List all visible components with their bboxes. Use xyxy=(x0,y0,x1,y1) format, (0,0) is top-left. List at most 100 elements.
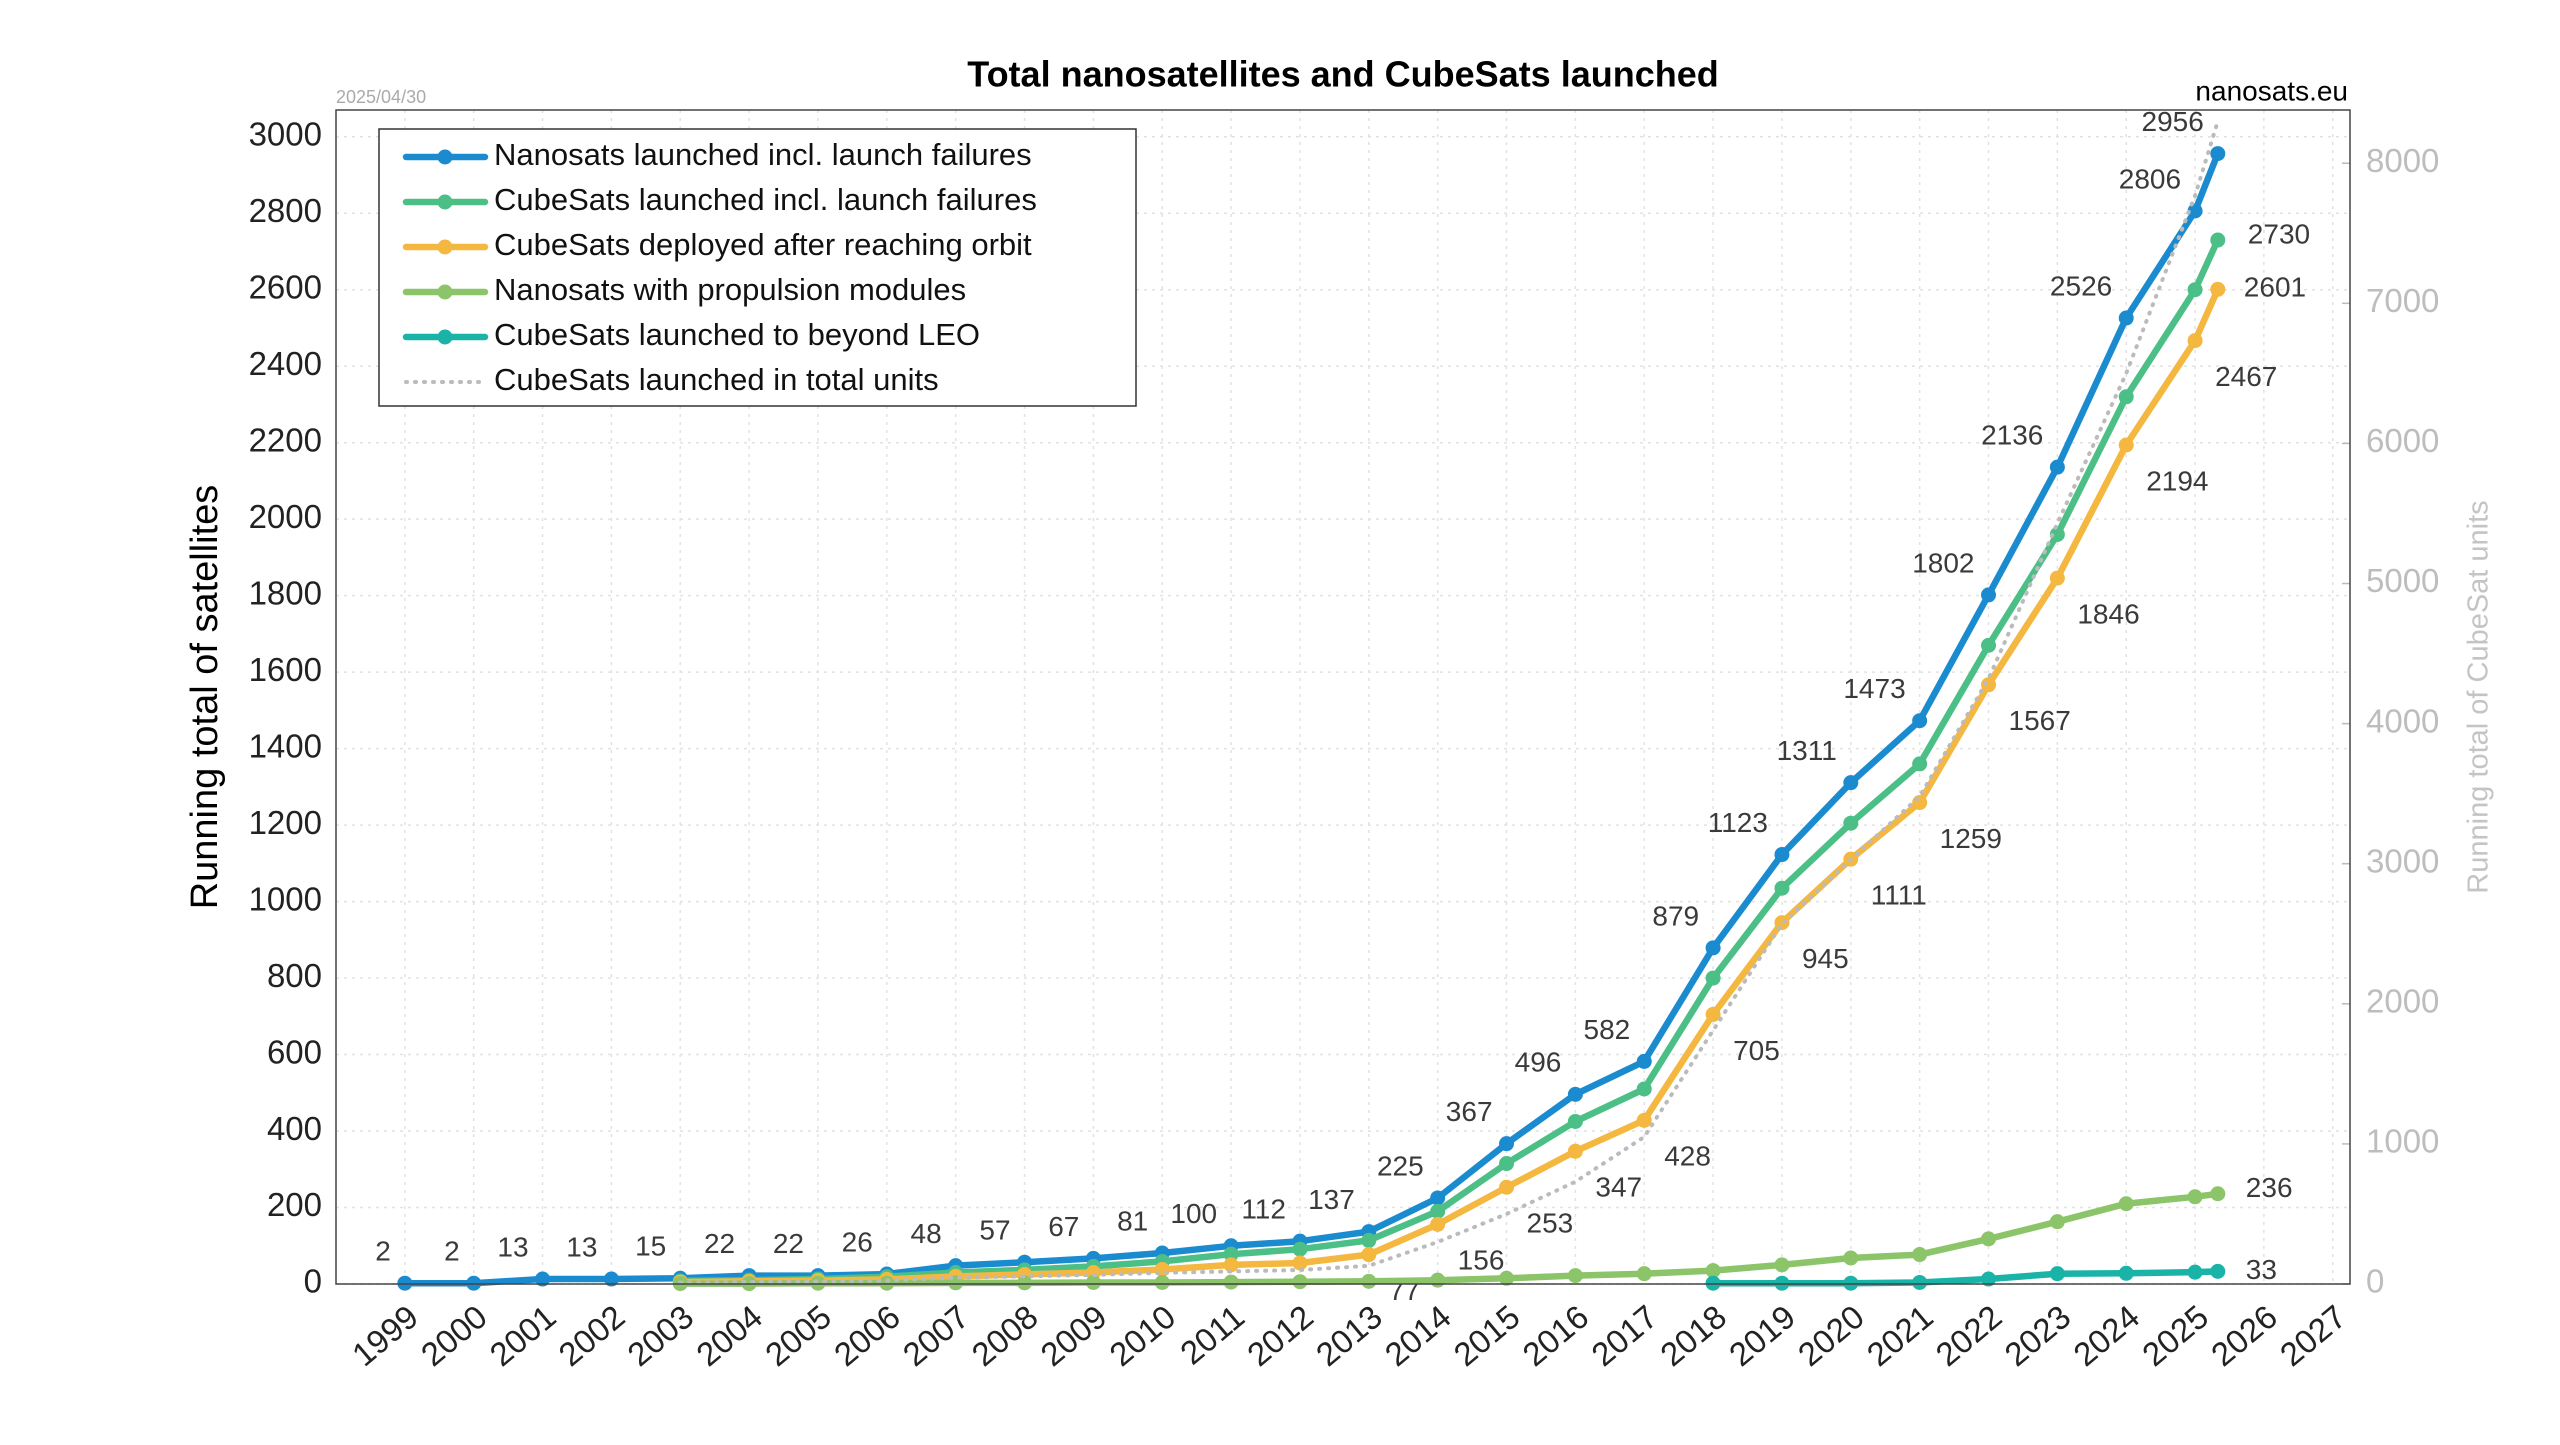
data-label: 156 xyxy=(1458,1245,1505,1276)
date-note: 2025/04/30 xyxy=(336,87,426,107)
data-point xyxy=(1430,1272,1446,1288)
x-tick-label: 2006 xyxy=(827,1298,907,1374)
data-point xyxy=(1843,775,1859,791)
series-line xyxy=(677,1190,2222,1287)
x-tick-label: 2022 xyxy=(1929,1298,2009,1374)
y-tick-label: 1200 xyxy=(249,804,322,841)
y2-tick-label: 7000 xyxy=(2366,282,2439,319)
x-tick-label: 2014 xyxy=(1378,1298,1458,1374)
y-tick-label: 1800 xyxy=(249,574,322,611)
data-point xyxy=(1361,1232,1377,1248)
legend-marker xyxy=(437,149,453,165)
data-point xyxy=(1705,1006,1721,1022)
data-point xyxy=(1981,587,1997,603)
axes-frame xyxy=(335,109,2351,1285)
x-tick-label: 2002 xyxy=(551,1298,631,1374)
x-tick-label: 1999 xyxy=(345,1298,425,1374)
data-point xyxy=(1912,1247,1928,1263)
source-label: nanosats.eu xyxy=(2195,75,2348,106)
data-point xyxy=(1912,756,1928,772)
data-point xyxy=(810,1275,826,1291)
data-label: 81 xyxy=(1117,1205,1148,1236)
data-point xyxy=(1154,1274,1170,1290)
y-tick-label: 1600 xyxy=(249,651,322,688)
data-label: 236 xyxy=(2246,1172,2293,1203)
y2-tick-label: 1000 xyxy=(2366,1123,2439,1160)
data-label: 705 xyxy=(1733,1035,1780,1066)
data-point xyxy=(1499,1179,1515,1195)
y-tick-label: 2200 xyxy=(249,421,322,458)
data-label: 253 xyxy=(1527,1208,1574,1239)
data-point xyxy=(1981,1271,1997,1287)
y-tick-label: 0 xyxy=(304,1263,322,1300)
data-label: 428 xyxy=(1664,1141,1711,1172)
data-label: 57 xyxy=(979,1215,1010,1246)
data-point xyxy=(1292,1241,1308,1257)
data-label: 2136 xyxy=(1981,420,2043,451)
x-tick-label: 2018 xyxy=(1653,1298,1733,1374)
y-axis-label: Running total of satellites xyxy=(184,485,226,910)
data-label: 112 xyxy=(1241,1194,1286,1225)
data-point xyxy=(2049,570,2065,586)
y-tick-label: 2000 xyxy=(249,498,322,535)
data-label: 945 xyxy=(1802,943,1849,974)
x-tick-label: 2025 xyxy=(2135,1298,2215,1374)
data-label: 347 xyxy=(1595,1172,1642,1203)
data-point xyxy=(2210,1186,2226,1202)
data-point xyxy=(2049,1214,2065,1230)
data-point xyxy=(2118,437,2134,453)
data-point xyxy=(1361,1273,1377,1289)
legend-marker xyxy=(437,194,453,210)
data-label: 225 xyxy=(1377,1150,1424,1181)
legend-label: CubeSats launched to beyond LEO xyxy=(494,317,980,352)
x-tick-label: 2007 xyxy=(896,1298,976,1374)
x-tick-label: 2026 xyxy=(2204,1298,2284,1374)
data-point xyxy=(1705,1275,1721,1291)
data-point xyxy=(2210,1263,2226,1279)
x-tick-label: 2012 xyxy=(1240,1298,1320,1374)
x-tick-label: 2005 xyxy=(758,1298,838,1374)
data-point xyxy=(1981,637,1997,653)
y2-tick-label: 6000 xyxy=(2366,422,2439,459)
y-tick-label: 400 xyxy=(267,1110,322,1147)
data-label: 582 xyxy=(1584,1014,1631,1045)
data-point xyxy=(1636,1266,1652,1282)
data-point xyxy=(1567,1086,1583,1102)
y2-tick-label: 8000 xyxy=(2366,142,2439,179)
data-label: 1311 xyxy=(1777,735,1837,766)
data-point xyxy=(1774,1275,1790,1291)
data-label: 22 xyxy=(704,1228,735,1259)
legend-marker xyxy=(437,239,453,255)
y-tick-label: 2600 xyxy=(249,268,322,305)
data-point xyxy=(2187,1264,2203,1280)
legend-marker xyxy=(437,284,453,300)
data-point xyxy=(1636,1112,1652,1128)
data-label: 1259 xyxy=(1940,823,2002,854)
data-point xyxy=(1912,795,1928,811)
data-point xyxy=(2118,389,2134,405)
data-label: 15 xyxy=(635,1231,666,1262)
x-tick-label: 2001 xyxy=(483,1298,563,1374)
data-point xyxy=(1705,1263,1721,1279)
legend-marker xyxy=(437,329,453,345)
legend-label: Nanosats launched incl. launch failures xyxy=(494,137,1032,172)
x-tick-label: 2024 xyxy=(2066,1298,2146,1374)
data-label: 2467 xyxy=(2215,361,2277,392)
data-point xyxy=(2210,146,2226,162)
data-label: 1846 xyxy=(2077,598,2139,629)
x-tick-label: 2003 xyxy=(620,1298,700,1374)
data-point xyxy=(2187,333,2203,349)
data-label: 1802 xyxy=(1912,547,1974,578)
data-point xyxy=(1912,713,1928,729)
legend: Nanosats launched incl. launch failures C… xyxy=(378,128,1137,407)
series-line xyxy=(678,119,2220,1285)
data-point xyxy=(535,1271,551,1287)
x-tick-label: 2000 xyxy=(414,1298,494,1374)
data-label: 1123 xyxy=(1708,807,1768,838)
data-point xyxy=(1567,1113,1583,1129)
data-point xyxy=(2049,526,2065,542)
data-label: 2956 xyxy=(2142,106,2204,137)
data-label: 137 xyxy=(1308,1184,1355,1215)
